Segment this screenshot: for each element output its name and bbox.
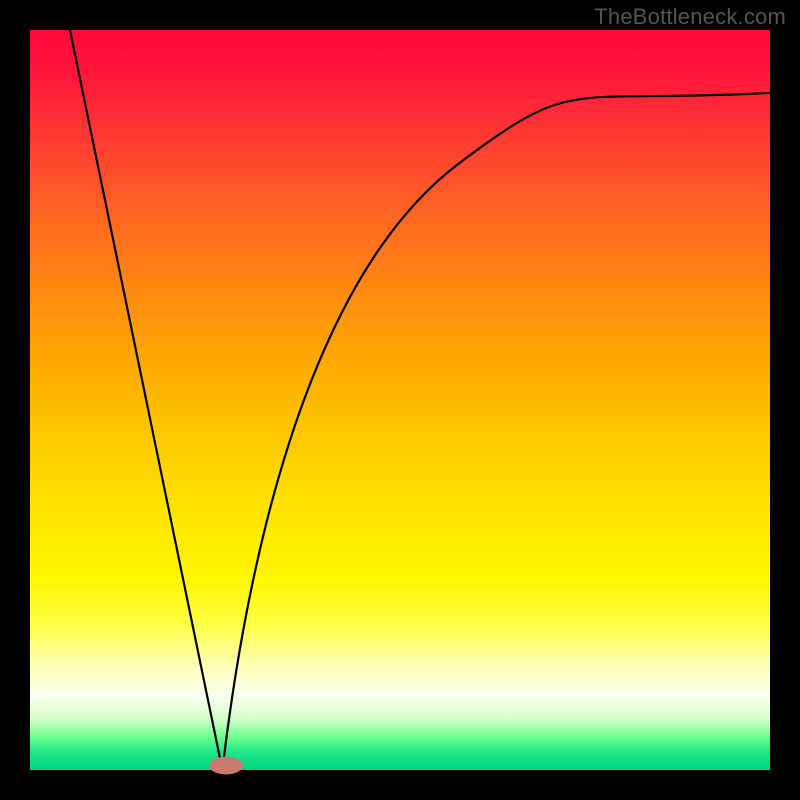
bottleneck-chart (0, 0, 800, 800)
optimal-marker (209, 757, 243, 775)
chart-container: TheBottleneck.com (0, 0, 800, 800)
plot-background (30, 30, 770, 770)
watermark-text: TheBottleneck.com (594, 4, 786, 30)
